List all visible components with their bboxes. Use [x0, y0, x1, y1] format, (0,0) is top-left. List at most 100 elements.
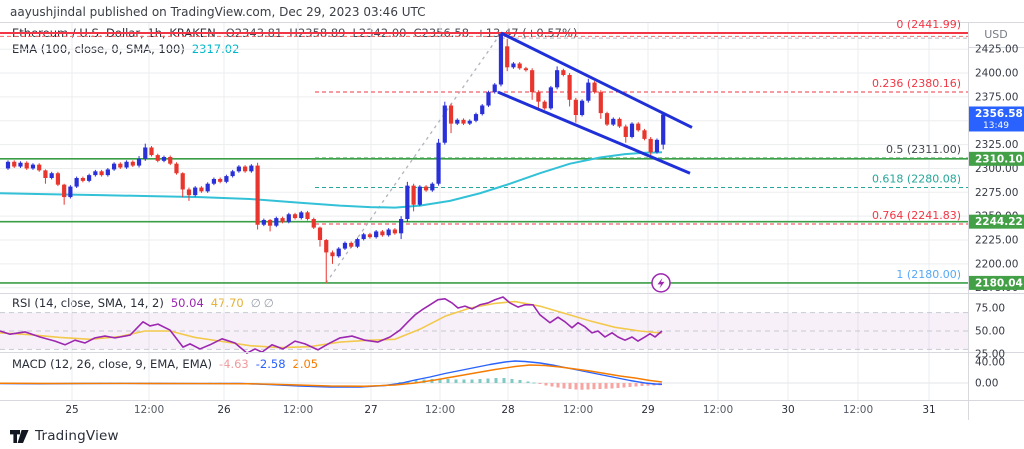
svg-text:75.00: 75.00: [975, 303, 1005, 315]
candle-up: [274, 218, 279, 226]
candle-down: [62, 184, 67, 198]
macd-signal-value: 2.05: [292, 357, 319, 371]
price-scale[interactable]: 2425.00 2400.00 2375.00 2325.00 2300.00 2275.…: [969, 44, 1024, 390]
svg-text:0.764 (2241.83): 0.764 (2241.83): [872, 209, 961, 222]
candle-up: [473, 114, 479, 121]
svg-text:0.00: 0.00: [975, 378, 998, 390]
candle-up: [224, 176, 229, 182]
candles: [5, 32, 666, 283]
candle-up: [49, 173, 54, 178]
candle-down: [642, 130, 647, 139]
candle-down: [349, 242, 354, 247]
support-lines: [0, 158, 968, 284]
svg-text:2356.58: 2356.58: [975, 108, 1023, 120]
rally-trendline: [325, 32, 502, 284]
candle-up: [336, 248, 341, 257]
candle-up: [261, 219, 266, 225]
tradingview-logo-text: TradingView: [35, 428, 119, 444]
candle-down: [367, 234, 373, 238]
rsi-sma-value: 47.70: [210, 296, 244, 310]
svg-text:29: 29: [641, 404, 654, 416]
candle-down: [118, 163, 123, 168]
candle-up: [579, 100, 585, 116]
candle-up: [492, 84, 497, 93]
svg-text:40.00: 40.00: [975, 357, 1005, 369]
candle-up: [629, 123, 635, 137]
candle-down: [267, 219, 273, 226]
fib-lines: [0, 32, 968, 284]
svg-text:31: 31: [922, 404, 935, 416]
candle-down: [199, 187, 204, 192]
candle-down: [648, 138, 653, 153]
symbol-title: Ethereum / U.S. Dollar, 1h, KRAKEN: [12, 26, 216, 40]
rsi-legend: RSI (14, close, SMA, 14, 2) 50.04 47.70 ∅ ∅: [12, 296, 277, 310]
candle-up: [286, 214, 291, 222]
svg-text:2175.00: 2175.00: [975, 282, 1018, 294]
candle-down: [280, 218, 285, 222]
candle-down: [536, 92, 541, 102]
candle-down: [174, 163, 179, 174]
svg-text:0.5 (2311.00): 0.5 (2311.00): [886, 143, 961, 156]
candle-up: [498, 33, 504, 85]
svg-text:2180.04: 2180.04: [975, 277, 1023, 289]
candle-up: [105, 169, 110, 176]
candle-down: [517, 63, 522, 69]
candle-up: [193, 187, 198, 196]
macd-value: -2.58: [255, 357, 286, 371]
candle-up: [161, 157, 167, 161]
candle-up: [342, 242, 348, 249]
svg-text:0.236 (2380.16): 0.236 (2380.16): [872, 77, 961, 90]
candle-up: [236, 166, 241, 172]
tradingview-logo-icon: [10, 429, 29, 443]
candle-down: [604, 113, 610, 125]
idea-lightning-marker[interactable]: [651, 273, 671, 293]
svg-text:26: 26: [217, 404, 231, 416]
candle-down: [380, 231, 385, 236]
candle-up: [93, 171, 98, 176]
watermark: aayushjindal published on TradingView.co…: [10, 5, 426, 19]
candle-up: [18, 162, 23, 167]
ohlc-low: L2342.00: [352, 26, 407, 40]
candle-down: [149, 147, 154, 156]
candle-down: [598, 92, 603, 114]
candle-down: [523, 68, 529, 71]
svg-text:50.00: 50.00: [975, 326, 1005, 338]
ema-line: [0, 151, 663, 209]
candle-down: [218, 178, 223, 182]
candle-down: [411, 185, 416, 205]
last-price-badge: [969, 106, 1024, 132]
candle-up: [386, 229, 391, 236]
candle-up: [230, 171, 235, 177]
candle-up: [74, 177, 79, 187]
candle-down: [243, 166, 248, 172]
candle-up: [355, 239, 360, 247]
svg-text:1 (2180.00): 1 (2180.00): [896, 268, 961, 281]
candle-up: [249, 165, 254, 172]
svg-text:27: 27: [364, 404, 377, 416]
candle-down: [80, 177, 85, 181]
candle-down: [255, 165, 260, 225]
descending-channel: [497, 31, 693, 175]
candle-down: [311, 219, 316, 228]
time-axis[interactable]: 25 12:00 26 12:00 27 12:00 28 12:00 29 12:00 30 12:…: [65, 404, 935, 416]
macd-legend-name: MACD (12, 26, close, 9, EMA, EMA): [12, 357, 212, 371]
svg-text:12:00: 12:00: [563, 404, 593, 416]
ema-legend-value: 2317.02: [191, 42, 240, 56]
candle-down: [37, 164, 42, 171]
fib-labels: 0 (2441.99) 0.236 (2380.16) 0.5 (2311.00) 0…: [872, 18, 961, 281]
svg-text:12:00: 12:00: [283, 404, 313, 416]
candle-down: [292, 214, 298, 219]
candle-down: [324, 240, 329, 253]
svg-text:2200.00: 2200.00: [975, 258, 1018, 270]
rsi-band-null-icon: ∅: [250, 296, 261, 310]
candle-up: [511, 63, 516, 68]
svg-text:28: 28: [501, 404, 514, 416]
rsi-band-null-icon: ∅: [263, 296, 274, 310]
candle-up: [611, 118, 616, 125]
price-scale-currency[interactable]: USD: [984, 28, 1008, 41]
svg-text:30: 30: [781, 404, 794, 416]
ohlc-high: H2358.89: [289, 26, 346, 40]
candle-down: [24, 162, 29, 169]
candle-down: [99, 171, 104, 176]
